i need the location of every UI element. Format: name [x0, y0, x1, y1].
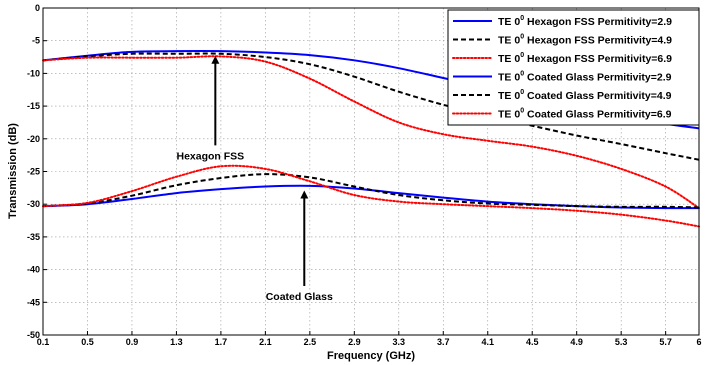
y-tick-label: -35	[27, 232, 40, 242]
legend-entry: TE 00 Coated Glass Permitivity=4.9	[498, 89, 672, 102]
y-tick-label: -40	[27, 265, 40, 275]
y-tick-label: -25	[27, 167, 40, 177]
legend-text-part: TE 0	[498, 35, 520, 47]
x-tick-label: 3.3	[393, 337, 406, 347]
y-tick-label: -50	[27, 330, 40, 340]
x-tick-label: 0.1	[37, 337, 50, 347]
x-tick-label: 1.7	[215, 337, 228, 347]
x-tick-label: 3.7	[437, 337, 450, 347]
legend-text-part: Coated Glass Permitivity=2.9	[524, 72, 672, 84]
legend-text-part: Coated Glass Permitivity=6.9	[524, 109, 672, 121]
legend-text-part: Hexagon FSS Permitivity=4.9	[524, 35, 672, 47]
y-tick-label: -5	[32, 36, 40, 46]
legend-superscript: 0	[520, 89, 524, 96]
annotation-label: Coated Glass	[266, 291, 333, 303]
x-tick-label: 0.5	[81, 337, 94, 347]
legend-superscript: 0	[520, 52, 524, 59]
legend-superscript: 0	[520, 108, 524, 115]
legend-text-part: Hexagon FSS Permitivity=6.9	[524, 53, 672, 65]
legend-entry: TE 00 Coated Glass Permitivity=2.9	[498, 71, 672, 84]
x-tick-label: 4.5	[526, 337, 539, 347]
legend-superscript: 0	[520, 15, 524, 22]
legend: TE 00 Hexagon FSS Permitivity=2.9TE 00 H…	[447, 9, 700, 126]
legend-text-part: Coated Glass Permitivity=4.9	[524, 90, 672, 102]
annotation-label: Hexagon FSS	[176, 150, 244, 162]
series-line-6	[42, 164, 700, 228]
grid	[42, 7, 700, 336]
x-tick-label: 2.5	[304, 337, 317, 347]
y-tick-label: -20	[27, 134, 40, 144]
legend-text-part: TE 0	[498, 53, 520, 65]
legend-text-part: Hexagon FSS Permitivity=2.9	[524, 16, 672, 28]
y-tick-label: -45	[27, 297, 40, 307]
x-tick-label: 2.1	[259, 337, 272, 347]
legend-entry: TE 00 Hexagon FSS Permitivity=2.9	[498, 15, 672, 28]
legend-text-part: TE 0	[498, 16, 520, 28]
x-tick-label: 5.7	[659, 337, 672, 347]
x-tick-label: 4.9	[570, 337, 583, 347]
series-line-5	[42, 173, 700, 209]
annotations: Hexagon FSS Coated Glass	[176, 55, 333, 303]
legend-entry: TE 00 Hexagon FSS Permitivity=4.9	[498, 34, 672, 47]
legend-superscript: 0	[520, 71, 524, 78]
y-tick-label: 0	[35, 3, 40, 13]
ticks: 0.1 0.5 0.9 1.3 1.7 2.1 2.5 2.9 3.3 3.7 4.1 4.5 4.9 5…	[27, 3, 702, 347]
legend-text-part: TE 0	[498, 109, 520, 121]
x-tick-label: 2.9	[348, 337, 361, 347]
y-axis-title: Transmission (dB)	[7, 123, 19, 219]
legend-box	[447, 9, 700, 126]
x-tick-label: 0.9	[126, 337, 139, 347]
legend-entry: TE 00 Hexagon FSS Permitivity=6.9	[498, 52, 672, 65]
legend-entry: TE 00 Coated Glass Permitivity=6.9	[498, 108, 672, 121]
y-tick-label: -30	[27, 199, 40, 209]
x-tick-label: 1.3	[170, 337, 183, 347]
legend-text-part: TE 0	[498, 90, 520, 102]
series-line-3	[42, 55, 700, 210]
legend-superscript: 0	[520, 34, 524, 41]
x-axis-title: Frequency (GHz)	[327, 350, 415, 362]
x-tick-label: 4.1	[481, 337, 494, 347]
legend-text-part: TE 0	[498, 72, 520, 84]
x-tick-label: 5.3	[615, 337, 628, 347]
y-tick-label: -15	[27, 101, 40, 111]
y-tick-label: -10	[27, 68, 40, 78]
x-tick-label: 6	[696, 337, 701, 347]
series-line-2	[42, 52, 700, 161]
